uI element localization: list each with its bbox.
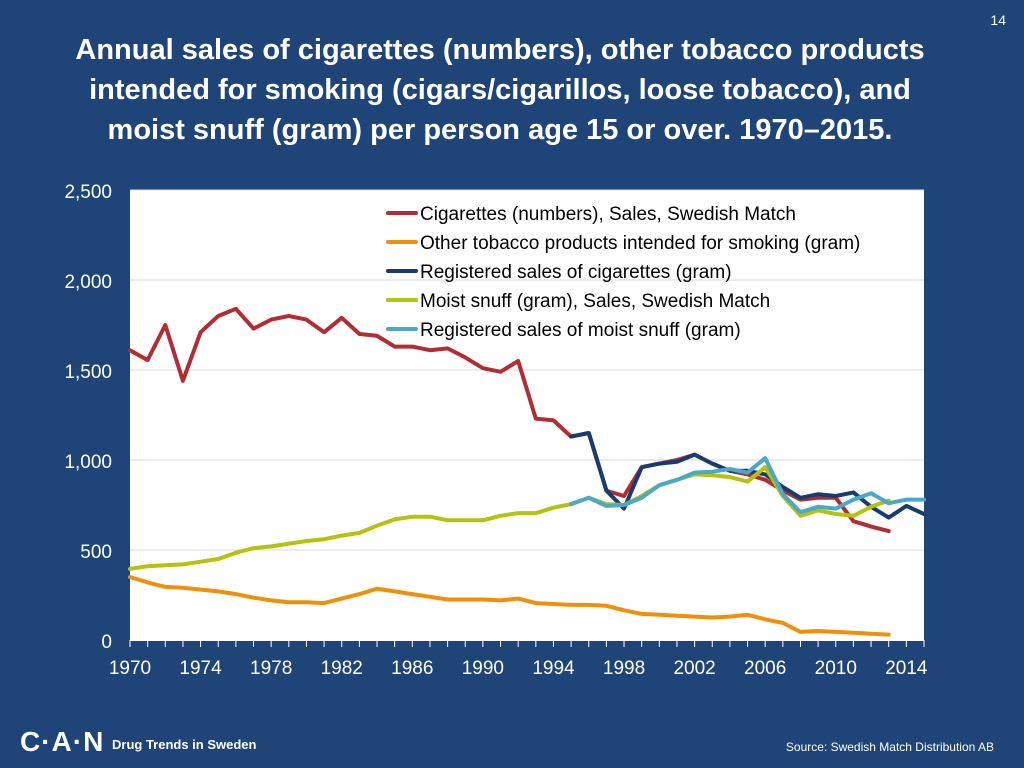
y-tick-label: 2,000 xyxy=(64,272,112,293)
legend-label: Registered sales of moist snuff (gram) xyxy=(420,320,741,341)
x-tick-label: 1990 xyxy=(462,658,504,679)
title-line: moist snuff (gram) per person age 15 or … xyxy=(107,114,893,146)
legend-label: Other tobacco products intended for smok… xyxy=(420,233,860,254)
plot-area xyxy=(130,190,924,640)
x-tick-label: 2006 xyxy=(744,658,786,679)
legend-label: Moist snuff (gram), Sales, Swedish Match xyxy=(420,291,770,312)
x-tick-label: 2010 xyxy=(815,658,857,679)
footer-tagline: Drug Trends in Sweden xyxy=(112,737,257,752)
series-line-registered-snuff xyxy=(569,456,926,515)
legend-label: Registered sales of cigarettes (gram) xyxy=(420,262,732,283)
x-tick-label: 1994 xyxy=(532,658,575,679)
x-tick-label: 1970 xyxy=(109,658,151,679)
can-logo: C·A·N xyxy=(20,726,105,757)
y-tick-label: 1,500 xyxy=(64,362,112,383)
x-tick-label: 2014 xyxy=(885,658,928,679)
title-line: intended for smoking (cigars/cigarillos,… xyxy=(89,74,911,106)
source-note: Source: Swedish Match Distribution AB xyxy=(785,740,994,754)
series-line-moist-snuff-sales xyxy=(128,465,891,571)
y-tick-label: 0 xyxy=(101,632,112,653)
y-tick-label: 500 xyxy=(80,542,112,563)
page-title: Annual sales of cigarettes (numbers), ot… xyxy=(0,30,1000,150)
series-line-other-tobacco xyxy=(128,575,891,637)
legend-label: Cigarettes (numbers), Sales, Swedish Mat… xyxy=(420,204,796,225)
x-tick-label: 2002 xyxy=(673,658,715,679)
series-line-cigarettes-sales xyxy=(128,306,891,534)
x-tick-label: 1986 xyxy=(391,658,433,679)
page-number: 14 xyxy=(990,12,1006,28)
x-tick-label: 1974 xyxy=(179,658,222,679)
x-tick-label: 1998 xyxy=(603,658,645,679)
y-tick-label: 2,500 xyxy=(64,182,112,203)
x-tick-label: 1982 xyxy=(321,658,363,679)
x-tick-label: 1978 xyxy=(250,658,292,679)
y-tick-label: 1,000 xyxy=(64,452,112,473)
title-line: Annual sales of cigarettes (numbers), ot… xyxy=(75,34,925,66)
